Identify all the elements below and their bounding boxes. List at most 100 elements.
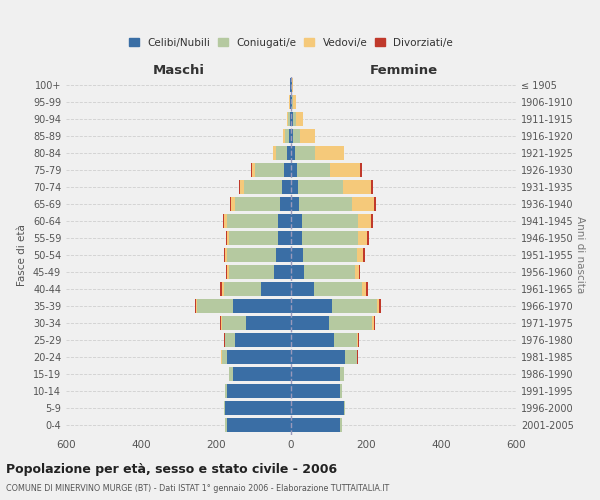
Bar <box>251 163 256 177</box>
Bar <box>291 180 298 194</box>
Bar <box>227 214 278 228</box>
Bar <box>291 316 329 330</box>
Bar <box>227 350 291 364</box>
Bar <box>346 350 356 364</box>
Bar <box>298 180 343 194</box>
Bar <box>343 180 371 194</box>
Bar <box>359 265 360 279</box>
Bar <box>287 112 288 126</box>
Bar <box>281 180 291 194</box>
Bar <box>293 129 301 143</box>
Bar <box>363 248 365 262</box>
Bar <box>227 231 229 245</box>
Bar <box>244 180 281 194</box>
Bar <box>290 95 291 109</box>
Bar <box>226 231 227 245</box>
Bar <box>374 197 376 211</box>
Text: Maschi: Maschi <box>152 64 205 76</box>
Bar <box>278 231 291 245</box>
Bar <box>229 231 278 245</box>
Bar <box>256 163 284 177</box>
Bar <box>291 78 292 92</box>
Bar <box>226 418 227 432</box>
Bar <box>226 401 291 415</box>
Bar <box>296 163 331 177</box>
Bar <box>227 384 291 398</box>
Bar <box>302 214 358 228</box>
Bar <box>235 197 280 211</box>
Bar <box>223 282 261 296</box>
Bar <box>292 78 293 92</box>
Bar <box>356 350 358 364</box>
Bar <box>303 248 358 262</box>
Bar <box>291 129 293 143</box>
Bar <box>246 316 291 330</box>
Bar <box>221 350 227 364</box>
Bar <box>226 265 227 279</box>
Bar <box>361 163 362 177</box>
Bar <box>371 316 373 330</box>
Bar <box>284 163 291 177</box>
Bar <box>229 197 231 211</box>
Bar <box>291 197 299 211</box>
Bar <box>291 265 304 279</box>
Bar <box>226 248 227 262</box>
Bar <box>343 401 346 415</box>
Bar <box>235 333 291 347</box>
Bar <box>362 282 366 296</box>
Bar <box>274 265 291 279</box>
Bar <box>377 299 379 313</box>
Bar <box>196 299 197 313</box>
Bar <box>379 299 381 313</box>
Bar <box>291 418 340 432</box>
Bar <box>373 316 375 330</box>
Bar <box>291 214 302 228</box>
Bar <box>280 197 291 211</box>
Bar <box>291 282 314 296</box>
Bar <box>227 418 291 432</box>
Bar <box>276 248 291 262</box>
Bar <box>229 367 233 381</box>
Bar <box>291 350 346 364</box>
Bar <box>329 316 371 330</box>
Legend: Celibi/Nubili, Coniugati/e, Vedovi/e, Divorziati/e: Celibi/Nubili, Coniugati/e, Vedovi/e, Di… <box>125 34 457 52</box>
Bar <box>291 146 295 160</box>
Bar <box>367 231 369 245</box>
Bar <box>291 384 340 398</box>
Text: Femmine: Femmine <box>370 64 437 76</box>
Bar <box>334 333 356 347</box>
Bar <box>233 367 291 381</box>
Bar <box>293 95 296 109</box>
Bar <box>358 248 363 262</box>
Bar <box>227 265 229 279</box>
Bar <box>289 129 291 143</box>
Bar <box>288 112 290 126</box>
Bar <box>314 282 362 296</box>
Y-axis label: Fasce di età: Fasce di età <box>17 224 27 286</box>
Bar <box>273 146 276 160</box>
Bar <box>233 299 291 313</box>
Bar <box>358 214 371 228</box>
Bar <box>220 282 221 296</box>
Bar <box>291 248 303 262</box>
Bar <box>340 367 343 381</box>
Bar <box>224 333 225 347</box>
Bar <box>195 299 196 313</box>
Bar <box>296 112 304 126</box>
Bar <box>224 214 227 228</box>
Bar <box>291 299 332 313</box>
Text: Popolazione per età, sesso e stato civile - 2006: Popolazione per età, sesso e stato civil… <box>6 462 337 475</box>
Bar <box>356 333 358 347</box>
Bar <box>291 112 293 126</box>
Bar <box>291 401 343 415</box>
Bar <box>291 231 302 245</box>
Bar <box>292 95 293 109</box>
Bar <box>226 333 235 347</box>
Bar <box>223 401 226 415</box>
Bar <box>291 95 292 109</box>
Bar <box>331 163 361 177</box>
Bar <box>278 214 291 228</box>
Bar <box>371 214 373 228</box>
Bar <box>220 316 221 330</box>
Bar <box>221 316 246 330</box>
